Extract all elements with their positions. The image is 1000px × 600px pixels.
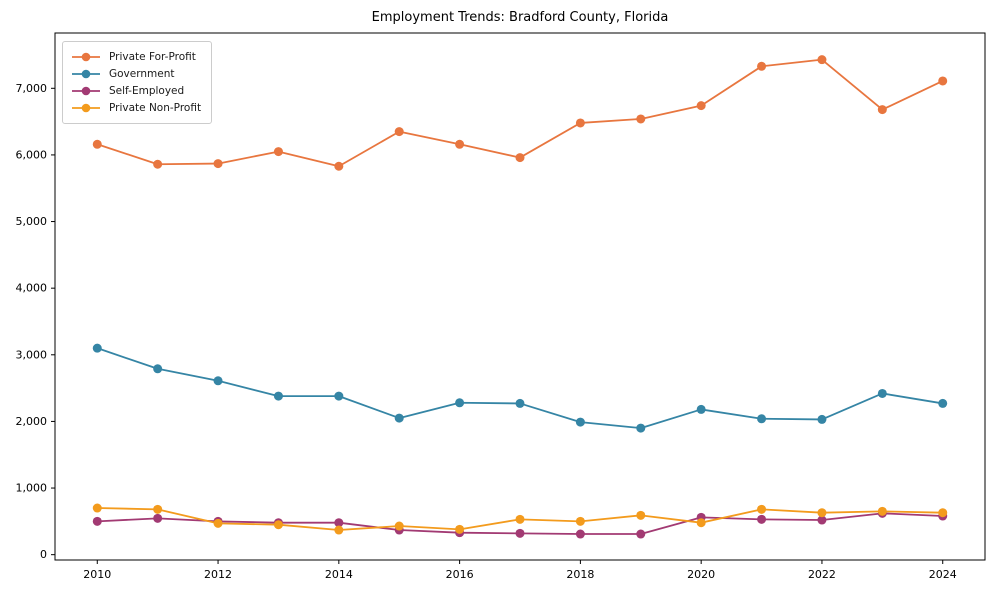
marker-private-non-profit	[696, 518, 706, 528]
y-tick-label: 6,000	[16, 148, 48, 161]
marker-private-non-profit	[636, 510, 646, 520]
marker-private-for-profit	[817, 55, 827, 65]
legend: Private For-Profit Government Self-Employe…	[62, 41, 213, 124]
marker-private-for-profit	[334, 161, 344, 171]
legend-swatch-icon	[72, 52, 100, 61]
marker-government	[92, 343, 102, 353]
marker-government	[696, 404, 706, 414]
marker-government	[636, 423, 646, 433]
legend-entry-private-for-profit: Private For-Profit	[71, 51, 201, 63]
legend-label: Private For-Profit	[109, 50, 196, 63]
marker-private-for-profit	[938, 76, 948, 86]
y-tick-label: 0	[40, 548, 47, 561]
marker-private-non-profit	[153, 504, 163, 514]
marker-self-employed	[636, 529, 646, 539]
marker-private-for-profit	[515, 153, 525, 163]
marker-self-employed	[92, 516, 102, 526]
marker-self-employed	[334, 518, 344, 528]
y-tick-label: 2,000	[16, 415, 48, 428]
x-tick-label: 2022	[808, 568, 836, 581]
y-tick-label: 5,000	[16, 215, 48, 228]
line-private-for-profit	[96, 58, 944, 168]
marker-self-employed	[153, 513, 163, 523]
y-tick-label: 7,000	[16, 82, 48, 95]
marker-government	[455, 398, 465, 408]
legend-entry-self-employed: Self-Employed	[71, 85, 201, 97]
marker-government	[394, 413, 404, 423]
marker-self-employed	[515, 528, 525, 538]
marker-private-non-profit	[394, 521, 404, 531]
legend-marker	[81, 103, 91, 113]
marker-private-for-profit	[696, 101, 706, 111]
marker-private-non-profit	[575, 516, 585, 526]
marker-private-for-profit	[877, 105, 887, 115]
marker-government	[757, 414, 767, 424]
y-tick-label: 4,000	[16, 282, 48, 295]
legend-entry-private-non-profit: Private Non-Profit	[71, 102, 201, 114]
x-tick-label: 2012	[204, 568, 232, 581]
legend-entry-government: Government	[71, 68, 201, 80]
marker-private-non-profit	[938, 508, 948, 518]
marker-private-non-profit	[877, 506, 887, 516]
marker-private-for-profit	[394, 127, 404, 137]
marker-private-for-profit	[153, 159, 163, 169]
marker-private-for-profit	[213, 159, 223, 169]
legend-label: Self-Employed	[109, 84, 185, 97]
marker-government	[938, 398, 948, 408]
marker-self-employed	[817, 515, 827, 525]
legend-label: Government	[109, 67, 175, 80]
marker-private-non-profit	[455, 524, 465, 534]
x-tick-label: 2018	[566, 568, 594, 581]
marker-government	[877, 388, 887, 398]
legend-marker	[81, 52, 91, 61]
y-tick-label: 1,000	[16, 482, 48, 495]
marker-private-non-profit	[213, 518, 223, 528]
marker-self-employed	[575, 529, 585, 539]
legend-swatch-icon	[72, 103, 100, 113]
chart-title: Employment Trends: Bradford County, Flor…	[371, 10, 669, 25]
marker-private-for-profit	[455, 139, 465, 149]
marker-government	[273, 391, 283, 401]
legend-swatch-icon	[72, 69, 100, 79]
marker-private-for-profit	[757, 61, 767, 71]
x-tick-label: 2014	[325, 568, 353, 581]
axes-frame	[54, 32, 986, 561]
x-tick-label: 2024	[929, 568, 957, 581]
marker-private-non-profit	[515, 514, 525, 524]
marker-private-non-profit	[273, 520, 283, 530]
x-tick-label: 2016	[446, 568, 474, 581]
marker-private-non-profit	[757, 504, 767, 514]
marker-private-for-profit	[636, 114, 646, 124]
legend-swatch-icon	[72, 86, 100, 96]
marker-private-non-profit	[334, 525, 344, 535]
x-tick-label: 2020	[687, 568, 715, 581]
marker-self-employed	[757, 514, 767, 524]
marker-government	[817, 414, 827, 424]
y-tick-label: 3,000	[16, 348, 48, 361]
legend-label: Private Non-Profit	[109, 102, 202, 115]
marker-government	[213, 376, 223, 386]
marker-government	[153, 364, 163, 374]
marker-private-for-profit	[273, 147, 283, 157]
marker-government	[334, 391, 344, 401]
marker-private-for-profit	[575, 118, 585, 128]
legend-marker	[81, 86, 91, 96]
line-government	[96, 347, 944, 429]
marker-private-for-profit	[92, 139, 102, 149]
marker-government	[515, 398, 525, 408]
marker-government	[575, 417, 585, 427]
x-tick-label: 2010	[83, 568, 111, 581]
legend-marker	[81, 69, 91, 79]
marker-private-non-profit	[817, 508, 827, 518]
marker-private-non-profit	[92, 503, 102, 513]
